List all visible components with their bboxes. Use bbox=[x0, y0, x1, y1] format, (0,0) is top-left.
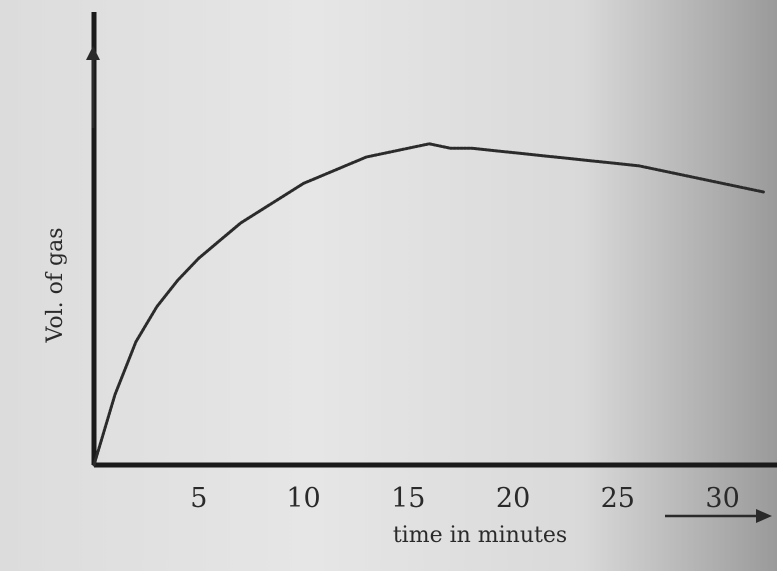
x-axis-label: time in minutes bbox=[393, 523, 567, 548]
y-axis-arrow-icon bbox=[86, 46, 100, 128]
x-tick-label: 30 bbox=[705, 483, 739, 514]
y-axis-label: Vol. of gas bbox=[43, 227, 68, 343]
x-tick-label: 20 bbox=[496, 483, 530, 514]
series-line bbox=[92, 142, 766, 467]
x-tick-label: 25 bbox=[601, 483, 635, 514]
x-axis-arrow-icon bbox=[665, 509, 772, 523]
x-tick-label: 10 bbox=[286, 483, 320, 514]
x-tick-labels: 5 10 15 20 25 30 bbox=[190, 483, 740, 514]
x-tick-label: 5 bbox=[190, 483, 207, 514]
x-tick-label: 15 bbox=[391, 483, 425, 514]
